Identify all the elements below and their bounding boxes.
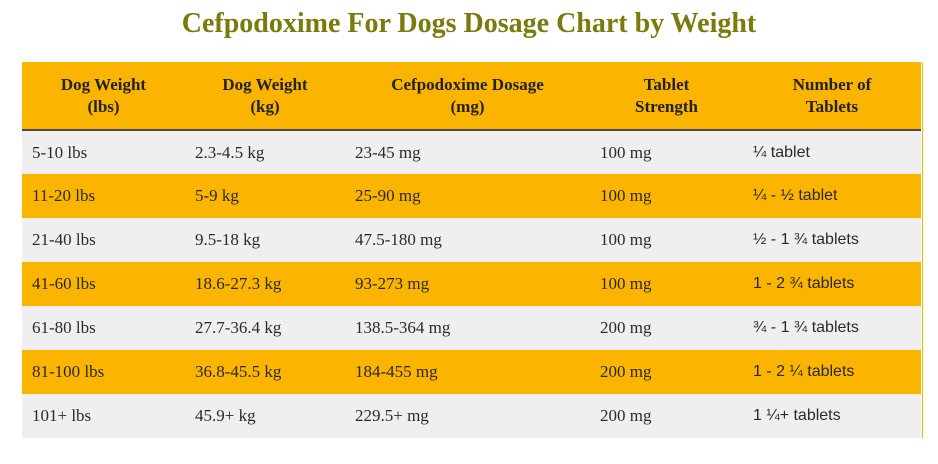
table-row: 61-80 lbs 27.7-36.4 kg 138.5-364 mg 200 … xyxy=(22,306,921,350)
cell-weight-kg: 2.3-4.5 kg xyxy=(195,142,265,162)
cell-tablet-strength: 100 mg xyxy=(600,186,652,205)
cell-dosage-mg: 25-90 mg xyxy=(355,186,421,205)
cell-weight-lbs: 11-20 lbs xyxy=(32,186,96,205)
cell-dosage-mg: 47.5-180 mg xyxy=(355,230,442,249)
cell-weight-lbs: 81-100 lbs xyxy=(32,362,105,381)
header-unit: (lbs) xyxy=(87,96,120,116)
cell-dosage-mg: 138.5-364 mg xyxy=(355,318,451,337)
cell-number-of-tablets: ¾ - 1 ¾ tablets xyxy=(753,319,859,336)
cell-number-of-tablets: 1 - 2 ¼ tablets xyxy=(753,363,855,380)
header-unit: Strength xyxy=(635,96,698,116)
table-row: 41-60 lbs 18.6-27.3 kg 93-273 mg 100 mg … xyxy=(22,262,921,306)
cell-tablet-strength: 200 mg xyxy=(600,318,652,337)
table-row: 11-20 lbs 5-9 kg 25-90 mg 100 mg ¼ - ½ t… xyxy=(22,174,921,218)
cell-weight-kg: 18.6-27.3 kg xyxy=(195,274,282,293)
cell-weight-lbs: 41-60 lbs xyxy=(32,274,96,293)
header-unit: (mg) xyxy=(450,96,485,116)
table-row: 5-10 lbs 2.3-4.5 kg 23-45 mg 100 mg ¼ ta… xyxy=(22,130,921,174)
cell-dosage-mg: 23-45 mg xyxy=(355,142,421,162)
cell-number-of-tablets: ¼ - ½ tablet xyxy=(753,187,838,204)
table-header-row: Dog Weight (lbs) Dog Weight (kg) Cefpodo… xyxy=(22,62,921,130)
cell-tablet-strength: 200 mg xyxy=(600,362,652,381)
header-weight-kg: Dog Weight (kg) xyxy=(185,62,345,130)
cell-tablet-strength: 100 mg xyxy=(600,274,652,293)
cell-weight-kg: 36.8-45.5 kg xyxy=(195,362,282,381)
header-unit: Tablets xyxy=(805,96,859,116)
cell-dosage-mg: 93-273 mg xyxy=(355,274,430,293)
cell-weight-kg: 45.9+ kg xyxy=(195,406,256,425)
cell-dosage-mg: 184-455 mg xyxy=(355,362,438,381)
cell-number-of-tablets: ¼ tablet xyxy=(753,143,810,161)
cell-number-of-tablets: 1 - 2 ¾ tablets xyxy=(753,275,855,292)
header-label: Number of xyxy=(792,74,872,94)
cell-number-of-tablets: ½ - 1 ¾ tablets xyxy=(753,231,859,248)
cell-tablet-strength: 100 mg xyxy=(600,230,652,249)
header-dosage-mg: Cefpodoxime Dosage (mg) xyxy=(345,62,590,130)
header-label: Cefpodoxime Dosage xyxy=(391,74,544,94)
cell-weight-lbs: 5-10 lbs xyxy=(32,142,88,162)
header-label: Tablet xyxy=(643,74,690,94)
cell-weight-kg: 27.7-36.4 kg xyxy=(195,318,282,337)
table-row: 81-100 lbs 36.8-45.5 kg 184-455 mg 200 m… xyxy=(22,350,921,394)
header-label: Dog Weight xyxy=(222,74,308,94)
cell-weight-lbs: 101+ lbs xyxy=(32,406,92,425)
header-tablet-strength: Tablet Strength xyxy=(590,62,743,130)
cell-tablet-strength: 100 mg xyxy=(600,142,652,162)
dosage-table: Dog Weight (lbs) Dog Weight (kg) Cefpodo… xyxy=(22,62,921,438)
cell-weight-kg: 5-9 kg xyxy=(195,186,239,205)
header-number-of-tablets: Number of Tablets xyxy=(743,62,921,130)
page-title: Cefpodoxime For Dogs Dosage Chart by Wei… xyxy=(181,8,757,39)
cell-weight-kg: 9.5-18 kg xyxy=(195,230,261,249)
header-label: Dog Weight xyxy=(60,74,147,94)
dosage-table-container: Dog Weight (lbs) Dog Weight (kg) Cefpodo… xyxy=(22,62,923,438)
cell-weight-lbs: 21-40 lbs xyxy=(32,230,96,249)
header-weight-lbs: Dog Weight (lbs) xyxy=(22,62,185,130)
table-row: 101+ lbs 45.9+ kg 229.5+ mg 200 mg 1 ¼+ … xyxy=(22,394,921,438)
cell-number-of-tablets: 1 ¼+ tablets xyxy=(753,407,841,424)
table-row: 21-40 lbs 9.5-18 kg 47.5-180 mg 100 mg ½… xyxy=(22,218,921,262)
cell-tablet-strength: 200 mg xyxy=(600,406,652,425)
header-unit: (kg) xyxy=(250,96,280,116)
cell-dosage-mg: 229.5+ mg xyxy=(355,406,429,425)
cell-weight-lbs: 61-80 lbs xyxy=(32,318,96,337)
